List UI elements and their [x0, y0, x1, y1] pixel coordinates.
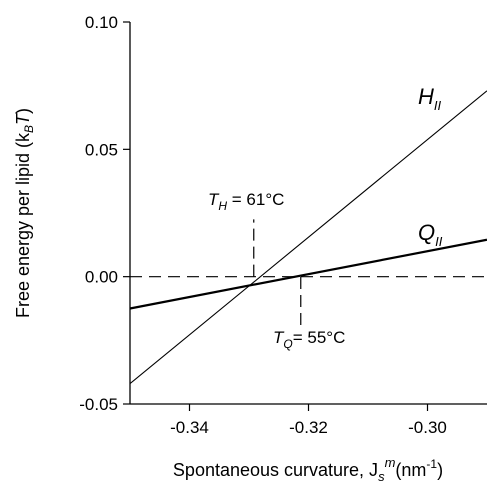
x-axis-title-unit-open: (nm — [395, 460, 426, 480]
y-axis-title-var: T — [13, 112, 33, 125]
series-label-main: Q — [418, 220, 435, 245]
x-axis-title-main: Spontaneous curvature, J — [173, 460, 378, 480]
x-tick-label: -0.32 — [289, 418, 328, 437]
series-label-h: HII — [418, 84, 442, 113]
x-axis-title-unit-close: ) — [437, 460, 443, 480]
x-axis-title-sup: m — [385, 455, 396, 470]
series-label-q: QII — [418, 220, 443, 249]
y-axis-title-close: ) — [13, 108, 33, 114]
annotation-var: T — [208, 190, 220, 209]
series-line-q — [129, 238, 487, 310]
x-axis-title-sub: s — [378, 469, 385, 483]
series-label-main: H — [418, 84, 434, 109]
y-tick-label: 0.05 — [85, 140, 118, 159]
x-axis-title: Spontaneous curvature, Jsm(nm-1) — [173, 455, 443, 483]
x-axis-title-unit-sup: -1 — [426, 457, 437, 471]
y-tick-label: -0.05 — [79, 395, 118, 414]
y-axis-title-main: Free energy per lipid (k — [13, 132, 33, 318]
annotation-rest: = 61°C — [227, 190, 284, 209]
y-tick-label: 0.00 — [85, 268, 118, 287]
series-line-h — [129, 90, 487, 385]
y-axis-title: Free energy per lipid (kBT) — [13, 108, 36, 318]
annotation-label-tq: TQ= 55°C — [273, 328, 345, 351]
series-label-sub: II — [434, 98, 442, 113]
series-label-sub: II — [435, 234, 443, 249]
annotation-sub: Q — [283, 337, 292, 351]
annotation-sub: H — [218, 199, 227, 213]
y-axis-title-sub: B — [22, 125, 36, 133]
x-tick-label: -0.30 — [408, 418, 447, 437]
annotation-rest: = 55°C — [293, 328, 346, 347]
y-tick-label: 0.10 — [85, 13, 118, 32]
x-tick-label: -0.34 — [170, 418, 209, 437]
annotation-label-th: TH = 61°C — [208, 190, 284, 213]
annotation-var: T — [273, 328, 285, 347]
